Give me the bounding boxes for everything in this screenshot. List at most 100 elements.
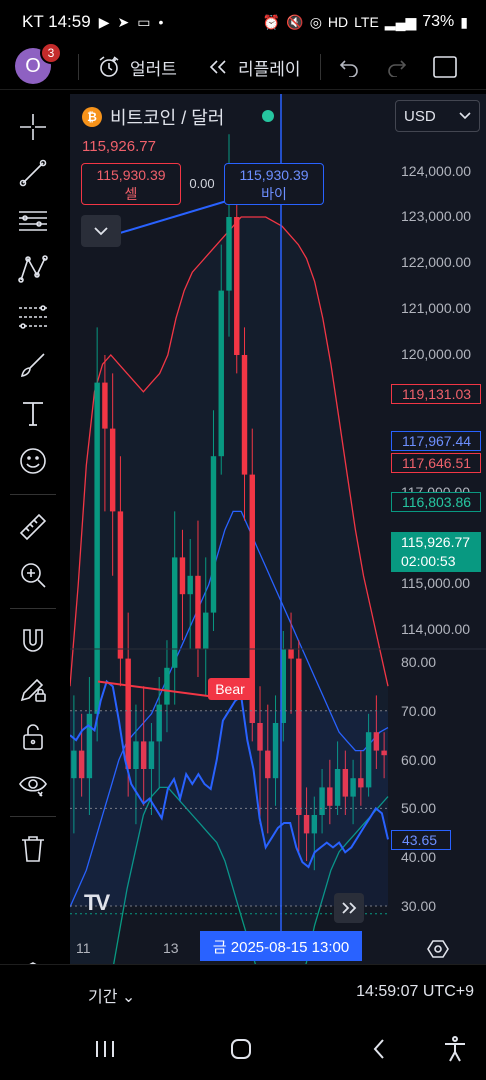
buy-price: 115,930.39 — [239, 167, 309, 183]
layout-button[interactable] — [432, 52, 458, 82]
square-icon — [433, 56, 457, 78]
sell-button[interactable]: 115,930.39 셀 — [81, 163, 181, 205]
measure-tool[interactable] — [14, 508, 52, 546]
text-icon — [23, 402, 43, 426]
candle-body — [109, 428, 116, 512]
dot-icon: • — [158, 14, 164, 30]
time-axis-label: 11 — [76, 940, 91, 956]
buy-button[interactable]: 115,930.39 바이 — [224, 163, 324, 205]
rsi-divergence-line — [97, 680, 229, 700]
divider — [10, 494, 56, 495]
last-bar-tag: 117,646.51 — [391, 453, 481, 473]
candle-body — [156, 704, 162, 742]
status-bar: KT 14:59 ▶ ➤ ▭ • ⏰ 🔇 ◎ HD LTE ▂▄▆ 73% ▮ — [0, 0, 486, 44]
currency-select[interactable]: USD — [395, 100, 480, 132]
crosshair-time-tag: 금 2025-08-15 13:00 — [200, 931, 362, 961]
undo-button[interactable] — [338, 52, 360, 82]
candle-body — [133, 741, 139, 769]
candle-body — [358, 778, 364, 788]
double-chevron-right-icon — [342, 902, 357, 914]
candle-body — [234, 217, 240, 355]
pattern-tool[interactable] — [14, 250, 52, 288]
candle-body — [195, 575, 201, 650]
drawing-toolbar — [0, 90, 66, 1010]
trendline-tool[interactable] — [14, 154, 52, 192]
currency-value: USD — [404, 107, 436, 125]
price-axis-label: 122,000.00 — [401, 254, 472, 270]
replay-label: 리플레이 — [238, 59, 301, 79]
period-label: 기간 — [88, 989, 118, 1006]
sell-label: 셀 — [124, 186, 138, 202]
magnet-icon — [23, 629, 43, 652]
crosshair-icon — [20, 114, 46, 140]
network-type: LTE — [354, 14, 379, 30]
candle-body — [140, 741, 147, 769]
projection-tool[interactable] — [14, 298, 52, 336]
alarm-clock-icon — [99, 56, 119, 77]
settings-icon[interactable] — [427, 938, 449, 960]
alert-button[interactable]: 얼러트 — [96, 52, 177, 82]
time-axis-label: 13 — [163, 940, 179, 956]
back-button[interactable] — [364, 1036, 394, 1062]
replay-button[interactable]: 리플레이 — [206, 52, 301, 82]
candle-body — [71, 750, 77, 779]
visibility-tool[interactable] — [14, 766, 52, 804]
candle-body — [288, 649, 294, 659]
recent-apps-button[interactable] — [90, 1036, 120, 1062]
brush-tool[interactable] — [14, 346, 52, 384]
candle-body — [117, 511, 124, 659]
unlock-tool[interactable] — [14, 718, 52, 756]
candle-body — [342, 769, 349, 797]
notification-badge: 3 — [40, 42, 62, 64]
zoom-in-icon — [21, 563, 46, 588]
smiley-icon — [20, 448, 46, 474]
price-axis-label: 124,000.00 — [401, 163, 472, 179]
rsi-axis-label: 70.00 — [401, 703, 437, 719]
magnet-tool[interactable] — [14, 622, 52, 660]
candle-body — [296, 658, 302, 815]
candle-body — [381, 750, 387, 756]
candle-body — [148, 741, 155, 769]
divider — [10, 608, 56, 609]
chart-clock: 14:59:07 UTC+9 — [356, 983, 474, 1000]
forecast-icon — [19, 305, 47, 329]
redo-button[interactable] — [386, 52, 408, 82]
zoom-tool[interactable] — [14, 556, 52, 594]
chevron-down-icon — [459, 112, 471, 120]
period-selector[interactable]: 기간 ⌄ — [88, 983, 135, 1007]
bollinger-lower-line — [113, 786, 389, 964]
home-button[interactable] — [226, 1036, 256, 1062]
candle-body — [203, 612, 209, 650]
scroll-to-realtime-button[interactable] — [334, 893, 364, 923]
candle-body — [373, 732, 380, 751]
candle-body — [187, 575, 193, 595]
symbol-header[interactable]: ₿ 비트코인 / 달러 — [82, 104, 224, 130]
emoji-tool[interactable] — [14, 442, 52, 480]
bar-countdown: 02:00:53 — [401, 553, 456, 569]
bollinger-band-fill — [70, 217, 388, 964]
candle-body — [350, 778, 356, 797]
candle-body — [365, 732, 372, 788]
crosshair-tool[interactable] — [14, 108, 52, 146]
rsi-axis-label: 50.00 — [401, 800, 437, 816]
candle-body — [334, 769, 341, 806]
unlock-icon — [23, 724, 43, 750]
telegram-icon: ➤ — [117, 13, 130, 30]
delete-tool[interactable] — [14, 830, 52, 868]
collapse-button[interactable] — [81, 215, 121, 247]
accessibility-icon — [445, 1036, 465, 1062]
rsi-axis-label: 40.00 — [401, 849, 437, 865]
media-icon: ▶ — [98, 13, 110, 30]
accessibility-button[interactable] — [440, 1036, 470, 1062]
candle-body — [319, 787, 325, 815]
lock-drawings-tool[interactable] — [14, 670, 52, 708]
price-axis-label: 123,000.00 — [401, 208, 472, 224]
candle-body — [78, 750, 85, 779]
pattern-icon — [18, 255, 48, 283]
trendline-icon — [19, 159, 47, 187]
fib-tool[interactable] — [14, 202, 52, 240]
text-tool[interactable] — [14, 394, 52, 432]
mute-icon: 🔇 — [286, 13, 304, 30]
rsi-axis-label: 80.00 — [401, 654, 437, 670]
bear-divergence-label: Bear — [208, 678, 252, 700]
